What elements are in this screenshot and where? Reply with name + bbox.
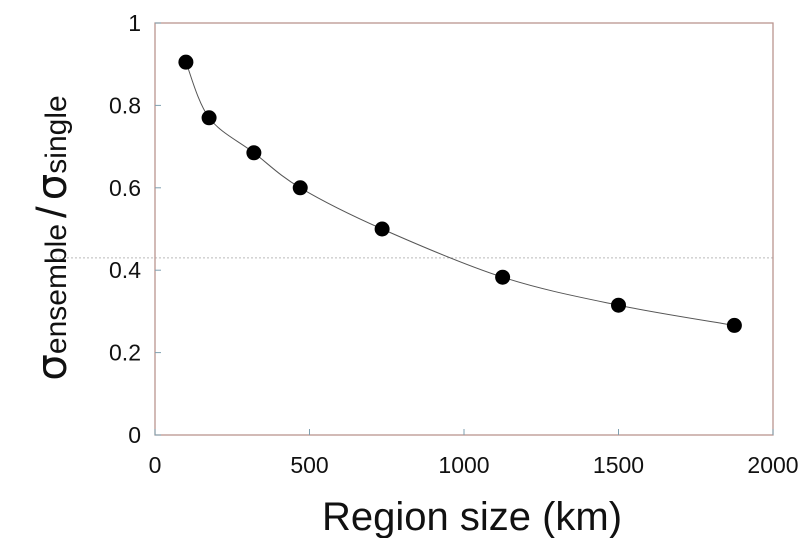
data-point — [374, 221, 390, 237]
y-axis-title-separator: / — [28, 206, 75, 218]
x-tick-label: 1500 — [593, 452, 644, 478]
series-line-layer — [185, 61, 735, 326]
data-point — [292, 180, 308, 196]
y-axis-title-sigma-1: σ — [27, 354, 76, 381]
y-tick-label: 0.6 — [109, 175, 141, 201]
x-tick-labels: 0 500 1000 1500 2000 — [149, 452, 799, 478]
data-point — [611, 297, 626, 313]
x-tick-label: 2000 — [747, 452, 798, 478]
plot-frame — [154, 22, 774, 436]
data-point — [726, 317, 742, 333]
x-axis-title: Region size (km) — [322, 495, 622, 538]
plot-border — [154, 22, 774, 436]
y-tick-label: 0.8 — [109, 92, 141, 118]
data-point — [246, 145, 262, 161]
y-tick-label: 1 — [128, 10, 141, 36]
data-points — [178, 54, 742, 333]
y-axis-title: σensemble/σsingle — [27, 95, 76, 380]
y-tick-label: 0 — [128, 422, 141, 448]
axis-ticks — [154, 22, 774, 436]
y-tick-labels: 0 0.2 0.4 0.6 0.8 1 — [109, 10, 141, 448]
y-axis-title-sigma-2: σ — [27, 174, 76, 201]
y-tick-label: 0.4 — [109, 257, 141, 283]
y-axis-title-numerator: ensemble — [40, 224, 73, 354]
y-tick-label: 0.2 — [109, 340, 141, 366]
x-tick-label: 0 — [149, 452, 162, 478]
series-line — [185, 61, 735, 326]
x-tick-label: 500 — [290, 452, 328, 478]
data-point — [201, 110, 217, 126]
y-axis-title-denominator: single — [40, 95, 73, 173]
data-point — [495, 269, 511, 285]
x-tick-label: 1000 — [438, 452, 489, 478]
data-point — [178, 54, 194, 70]
